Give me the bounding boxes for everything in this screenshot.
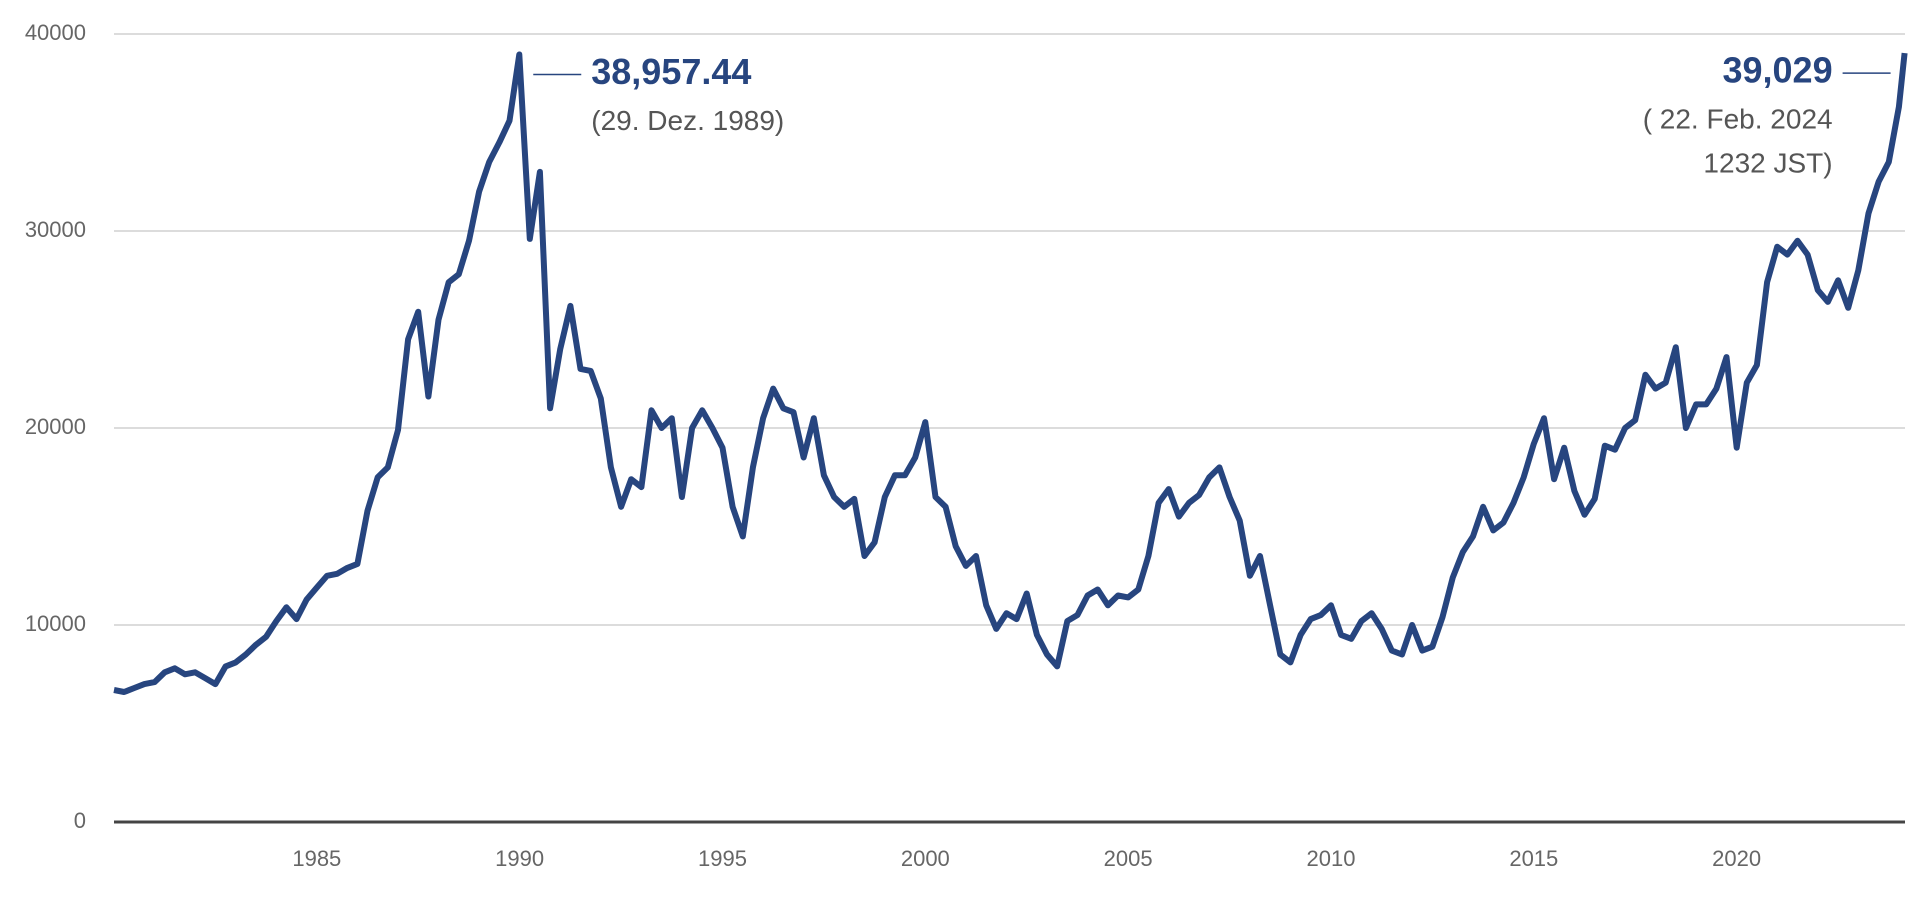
y-tick-label: 20000 — [25, 414, 86, 439]
annotation-note: (29. Dez. 1989) — [591, 105, 784, 136]
line — [113, 51, 1908, 695]
annotation-label: 39,029 — [1722, 50, 1832, 91]
y-tick-label: 30000 — [25, 217, 86, 242]
x-tick-label: 1990 — [495, 846, 544, 871]
x-tick-label: 2000 — [901, 846, 950, 871]
x-tick-label: 2010 — [1307, 846, 1356, 871]
x-tick-label: 2015 — [1509, 846, 1558, 871]
x-tick-label: 2020 — [1712, 846, 1761, 871]
x-tick-label: 2005 — [1104, 846, 1153, 871]
y-tick-label: 0 — [74, 808, 86, 833]
annotation-label: 38,957.44 — [591, 51, 751, 92]
y-tick-label: 40000 — [25, 20, 86, 45]
x-tick-label: 1995 — [698, 846, 747, 871]
x-tick-label: 1985 — [292, 846, 341, 871]
y-tick-label: 10000 — [25, 611, 86, 636]
annotation-note: ( 22. Feb. 2024 — [1643, 104, 1833, 135]
annotation-note: 1232 JST) — [1703, 148, 1832, 179]
